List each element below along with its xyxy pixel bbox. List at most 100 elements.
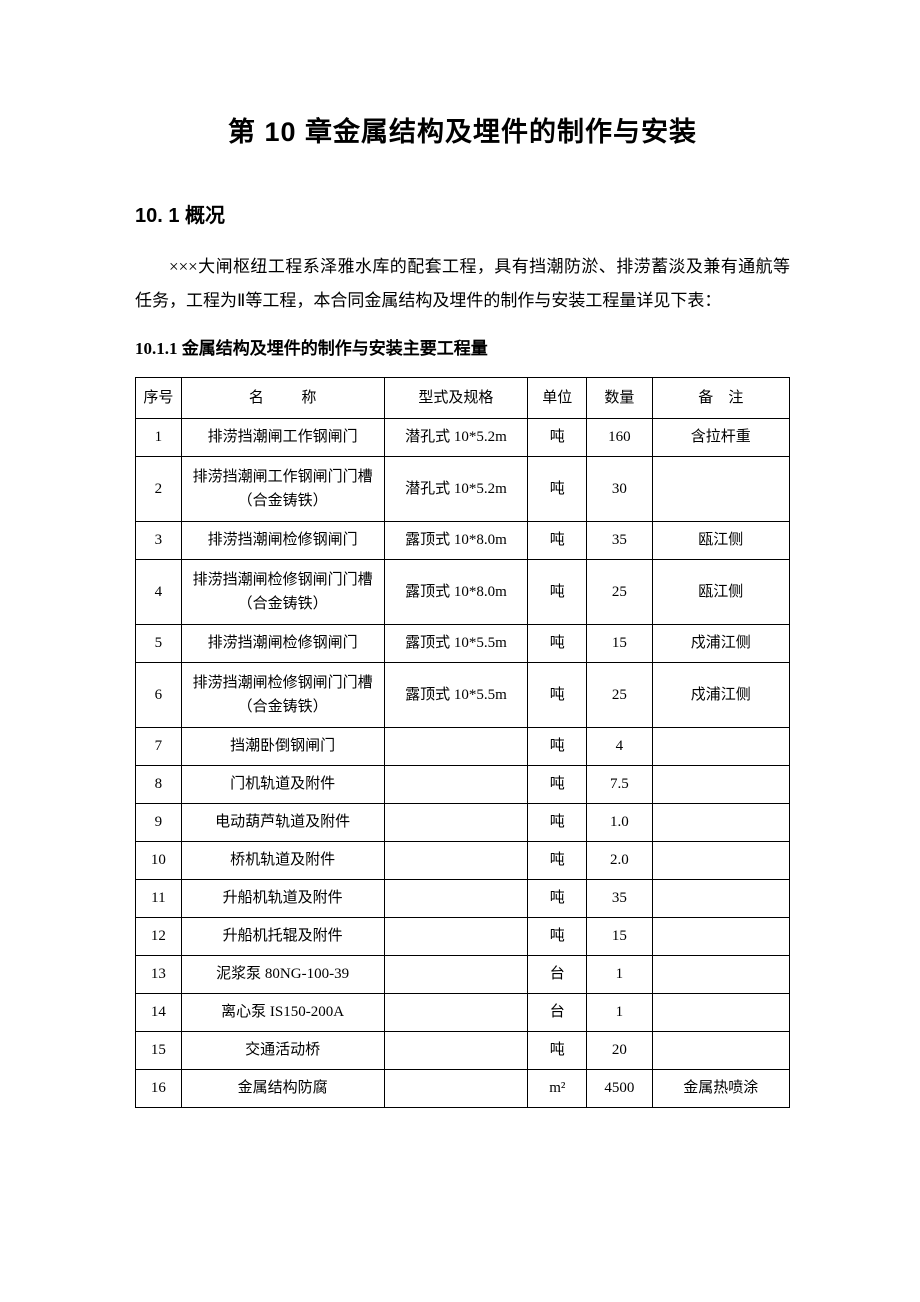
cell-spec — [384, 1032, 528, 1070]
cell-seq: 11 — [136, 880, 182, 918]
cell-name: 升船机托辊及附件 — [181, 918, 384, 956]
cell-unit: 吨 — [528, 842, 587, 880]
cell-name: 交通活动桥 — [181, 1032, 384, 1070]
cell-name: 桥机轨道及附件 — [181, 842, 384, 880]
cell-spec — [384, 956, 528, 994]
cell-qty: 35 — [587, 880, 652, 918]
cell-note — [652, 1032, 789, 1070]
cell-note — [652, 842, 789, 880]
cell-seq: 3 — [136, 522, 182, 560]
cell-qty: 7.5 — [587, 766, 652, 804]
cell-name: 排涝挡潮闸检修钢闸门门槽（合金铸铁） — [181, 560, 384, 625]
cell-spec: 潜孔式 10*5.2m — [384, 457, 528, 522]
cell-qty: 30 — [587, 457, 652, 522]
overview-paragraph: ×××大闸枢纽工程系泽雅水库的配套工程，具有挡潮防淤、排涝蓄淡及兼有通航等任务，… — [135, 250, 790, 318]
cell-qty: 25 — [587, 663, 652, 728]
cell-spec — [384, 842, 528, 880]
cell-spec: 露顶式 10*8.0m — [384, 522, 528, 560]
cell-spec — [384, 994, 528, 1032]
subsection-heading-10-1-1: 10.1.1 金属结构及埋件的制作与安装主要工程量 — [135, 334, 790, 359]
cell-spec — [384, 1070, 528, 1108]
cell-seq: 4 — [136, 560, 182, 625]
table-header-row: 序号 名 称 型式及规格 单位 数量 备 注 — [136, 378, 790, 419]
table-row: 5 排涝挡潮闸检修钢闸门 露顶式 10*5.5m 吨 15 戍浦江侧 — [136, 625, 790, 663]
cell-name: 排涝挡潮闸工作钢闸门门槽（合金铸铁） — [181, 457, 384, 522]
cell-note: 瓯江侧 — [652, 522, 789, 560]
cell-qty: 4500 — [587, 1070, 652, 1108]
cell-unit: 吨 — [528, 1032, 587, 1070]
cell-note — [652, 457, 789, 522]
table-row: 3 排涝挡潮闸检修钢闸门 露顶式 10*8.0m 吨 35 瓯江侧 — [136, 522, 790, 560]
cell-spec: 潜孔式 10*5.2m — [384, 419, 528, 457]
cell-spec: 露顶式 10*8.0m — [384, 560, 528, 625]
cell-unit: 吨 — [528, 918, 587, 956]
col-header-note-b: 注 — [728, 390, 743, 406]
cell-seq: 8 — [136, 766, 182, 804]
table-body: 1 排涝挡潮闸工作钢闸门 潜孔式 10*5.2m 吨 160 含拉杆重 2 排涝… — [136, 419, 790, 1108]
cell-note — [652, 804, 789, 842]
cell-note — [652, 918, 789, 956]
cell-name: 金属结构防腐 — [181, 1070, 384, 1108]
col-header-spec: 型式及规格 — [384, 378, 528, 419]
table-row: 7 挡潮卧倒钢闸门 吨 4 — [136, 728, 790, 766]
col-header-name-a: 名 — [249, 390, 264, 406]
cell-note — [652, 766, 789, 804]
cell-seq: 9 — [136, 804, 182, 842]
cell-unit: 吨 — [528, 419, 587, 457]
cell-note: 含拉杆重 — [652, 419, 789, 457]
cell-unit: 台 — [528, 956, 587, 994]
table-row: 1 排涝挡潮闸工作钢闸门 潜孔式 10*5.2m 吨 160 含拉杆重 — [136, 419, 790, 457]
table-row: 2 排涝挡潮闸工作钢闸门门槽（合金铸铁） 潜孔式 10*5.2m 吨 30 — [136, 457, 790, 522]
table-row: 13 泥浆泵 80NG-100-39 台 1 — [136, 956, 790, 994]
cell-seq: 5 — [136, 625, 182, 663]
cell-seq: 15 — [136, 1032, 182, 1070]
cell-name: 排涝挡潮闸检修钢闸门 — [181, 522, 384, 560]
cell-name: 排涝挡潮闸检修钢闸门门槽（合金铸铁） — [181, 663, 384, 728]
table-row: 15 交通活动桥 吨 20 — [136, 1032, 790, 1070]
cell-name: 排涝挡潮闸工作钢闸门 — [181, 419, 384, 457]
cell-unit: m² — [528, 1070, 587, 1108]
col-header-unit: 单位 — [528, 378, 587, 419]
cell-name: 电动葫芦轨道及附件 — [181, 804, 384, 842]
table-row: 6 排涝挡潮闸检修钢闸门门槽（合金铸铁） 露顶式 10*5.5m 吨 25 戍浦… — [136, 663, 790, 728]
cell-unit: 吨 — [528, 663, 587, 728]
cell-qty: 20 — [587, 1032, 652, 1070]
chapter-title: 第 10 章金属结构及埋件的制作与安装 — [135, 110, 790, 149]
cell-qty: 1 — [587, 956, 652, 994]
cell-seq: 14 — [136, 994, 182, 1032]
cell-qty: 15 — [587, 918, 652, 956]
col-header-name-b: 称 — [301, 390, 316, 406]
cell-qty: 35 — [587, 522, 652, 560]
cell-unit: 吨 — [528, 728, 587, 766]
cell-note: 戍浦江侧 — [652, 625, 789, 663]
cell-spec — [384, 880, 528, 918]
cell-unit: 吨 — [528, 766, 587, 804]
cell-note — [652, 880, 789, 918]
cell-name: 排涝挡潮闸检修钢闸门 — [181, 625, 384, 663]
table-row: 11 升船机轨道及附件 吨 35 — [136, 880, 790, 918]
cell-name: 离心泵 IS150-200A — [181, 994, 384, 1032]
cell-seq: 1 — [136, 419, 182, 457]
document-page: 第 10 章金属结构及埋件的制作与安装 10. 1 概况 ×××大闸枢纽工程系泽… — [0, 0, 920, 1302]
cell-unit: 吨 — [528, 457, 587, 522]
table-row: 16 金属结构防腐 m² 4500 金属热喷涂 — [136, 1070, 790, 1108]
cell-unit: 吨 — [528, 804, 587, 842]
cell-note: 戍浦江侧 — [652, 663, 789, 728]
cell-name: 门机轨道及附件 — [181, 766, 384, 804]
cell-unit: 吨 — [528, 522, 587, 560]
table-row: 14 离心泵 IS150-200A 台 1 — [136, 994, 790, 1032]
cell-note: 瓯江侧 — [652, 560, 789, 625]
cell-qty: 1.0 — [587, 804, 652, 842]
cell-qty: 1 — [587, 994, 652, 1032]
table-row: 12 升船机托辊及附件 吨 15 — [136, 918, 790, 956]
cell-unit: 台 — [528, 994, 587, 1032]
cell-note — [652, 728, 789, 766]
cell-qty: 160 — [587, 419, 652, 457]
col-header-seq: 序号 — [136, 378, 182, 419]
cell-seq: 2 — [136, 457, 182, 522]
table-row: 4 排涝挡潮闸检修钢闸门门槽（合金铸铁） 露顶式 10*8.0m 吨 25 瓯江… — [136, 560, 790, 625]
cell-qty: 4 — [587, 728, 652, 766]
table-row: 8 门机轨道及附件 吨 7.5 — [136, 766, 790, 804]
cell-name: 泥浆泵 80NG-100-39 — [181, 956, 384, 994]
cell-qty: 25 — [587, 560, 652, 625]
